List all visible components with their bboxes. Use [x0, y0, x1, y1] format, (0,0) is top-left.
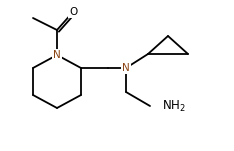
Text: N: N [122, 63, 130, 73]
Text: NH$_2$: NH$_2$ [162, 98, 186, 114]
Text: N: N [53, 50, 61, 60]
Text: O: O [69, 7, 77, 17]
